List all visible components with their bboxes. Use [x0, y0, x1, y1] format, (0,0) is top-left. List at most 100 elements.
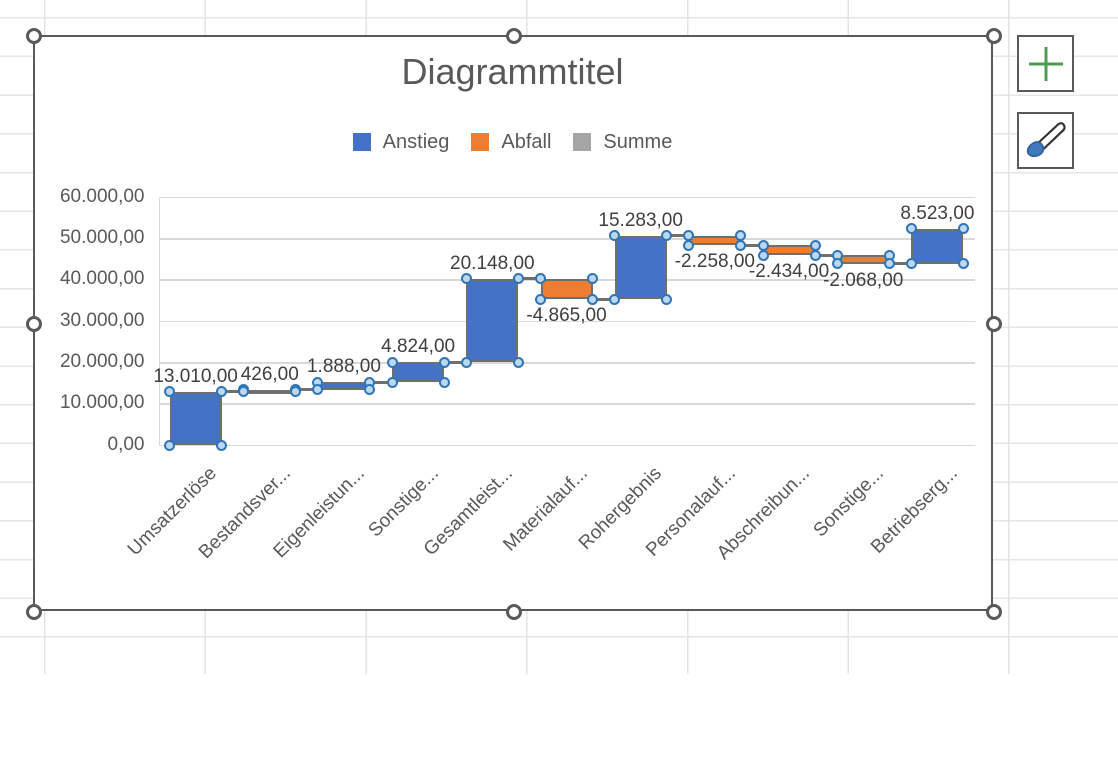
data-point-selection-handle[interactable] — [905, 223, 917, 235]
data-point-selection-handle[interactable] — [683, 239, 695, 251]
data-point-selection-handle[interactable] — [957, 258, 969, 270]
data-point-selection-handle[interactable] — [512, 356, 524, 368]
chart-resize-handle[interactable] — [985, 603, 1002, 620]
data-label: 4.824,00 — [381, 336, 456, 358]
plus-icon — [1028, 46, 1063, 81]
waterfall-bar-decrease[interactable] — [688, 235, 741, 246]
data-point-selection-handle[interactable] — [735, 239, 747, 251]
series-connector-line — [664, 234, 691, 238]
data-point-selection-handle[interactable] — [809, 239, 821, 251]
legend-swatch-increase-icon — [352, 133, 371, 151]
chart-styles-button[interactable] — [1017, 112, 1074, 169]
data-point-selection-handle[interactable] — [883, 258, 895, 270]
series-connector-line — [813, 253, 840, 257]
chart-resize-handle[interactable] — [25, 315, 42, 332]
waterfall-bar-increase[interactable] — [911, 228, 964, 264]
data-point-selection-handle[interactable] — [460, 273, 472, 285]
paintbrush-icon — [1026, 121, 1066, 157]
data-point-selection-handle[interactable] — [438, 376, 450, 388]
data-point-selection-handle[interactable] — [364, 384, 376, 396]
data-point-selection-handle[interactable] — [757, 249, 769, 261]
data-point-selection-handle[interactable] — [164, 440, 176, 451]
waterfall-bar-increase[interactable] — [392, 362, 445, 383]
series-connector-line — [367, 380, 395, 384]
data-point-selection-handle[interactable] — [535, 293, 546, 305]
waterfall-bar-increase[interactable] — [466, 278, 519, 363]
legend-label: Abfall — [501, 130, 552, 153]
data-label: 15.283,00 — [598, 209, 683, 231]
legend-item-summe[interactable]: Summe — [573, 131, 672, 154]
data-point-selection-handle[interactable] — [512, 273, 524, 285]
waterfall-bar-increase[interactable] — [614, 235, 667, 300]
data-point-selection-handle[interactable] — [535, 273, 546, 285]
chart-title[interactable]: Diagrammtitel — [401, 50, 624, 92]
data-label: 20.148,00 — [450, 252, 535, 274]
data-point-selection-handle[interactable] — [386, 376, 398, 388]
data-point-selection-handle[interactable] — [587, 293, 598, 305]
data-point-selection-handle[interactable] — [238, 386, 250, 398]
data-point-selection-handle[interactable] — [438, 356, 450, 368]
series-connector-line — [516, 277, 543, 281]
data-point-selection-handle[interactable] — [757, 239, 769, 251]
y-axis-tick-label: 60.000,00 — [59, 185, 145, 207]
data-point-selection-handle[interactable] — [661, 230, 673, 242]
series-connector-line — [887, 262, 914, 266]
data-point-selection-handle[interactable] — [216, 440, 228, 451]
data-point-selection-handle[interactable] — [216, 386, 228, 398]
chart-resize-handle[interactable] — [25, 603, 42, 620]
waterfall-bar-increase[interactable] — [169, 391, 222, 446]
y-gridline — [158, 444, 975, 447]
y-axis-line — [158, 197, 160, 446]
data-point-selection-handle[interactable] — [957, 223, 969, 235]
chart-resize-handle[interactable] — [505, 603, 522, 620]
data-label: -2.068,00 — [823, 269, 904, 291]
data-label: 8.523,00 — [900, 202, 975, 224]
y-axis-tick-label: 10.000,00 — [59, 392, 145, 414]
y-axis-tick-label: 20.000,00 — [59, 350, 145, 372]
data-label: 1.888,00 — [306, 356, 381, 378]
data-point-selection-handle[interactable] — [831, 258, 843, 270]
waterfall-bar-increase[interactable] — [243, 389, 296, 394]
chart-legend: Anstieg Abfall Summe — [33, 131, 993, 154]
y-gridline — [158, 362, 975, 364]
y-axis-tick-label: 0,00 — [107, 433, 145, 455]
series-connector-line — [219, 390, 246, 394]
data-label: -4.865,00 — [526, 305, 607, 327]
chart-resize-handle[interactable] — [505, 27, 522, 44]
chart-elements-button[interactable] — [1017, 35, 1074, 92]
y-gridline — [158, 196, 975, 199]
legend-item-abfall[interactable]: Abfall — [471, 131, 551, 154]
y-gridline — [158, 320, 975, 323]
chart-area[interactable]: Diagrammtitel Anstieg Abfall Summe 60.00… — [25, 27, 1002, 620]
series-connector-line — [738, 243, 766, 247]
data-point-selection-handle[interactable] — [809, 249, 821, 261]
y-gridline — [158, 403, 975, 405]
data-point-selection-handle[interactable] — [587, 273, 598, 285]
legend-swatch-decrease-icon — [471, 133, 490, 151]
series-connector-line — [590, 297, 617, 301]
data-point-selection-handle[interactable] — [460, 356, 472, 368]
series-connector-line — [442, 360, 469, 364]
legend-label: Anstieg — [382, 130, 450, 153]
legend-swatch-total-icon — [573, 133, 592, 151]
data-point-selection-handle[interactable] — [386, 356, 398, 368]
y-gridline — [158, 238, 975, 240]
waterfall-bar-decrease[interactable] — [540, 278, 593, 300]
chart-resize-handle[interactable] — [25, 27, 42, 44]
data-point-selection-handle[interactable] — [661, 293, 673, 305]
data-point-selection-handle[interactable] — [312, 384, 324, 396]
data-point-selection-handle[interactable] — [164, 386, 176, 398]
legend-item-anstieg[interactable]: Anstieg — [352, 130, 450, 154]
series-connector-line — [293, 388, 320, 392]
data-label: 426,00 — [240, 363, 299, 385]
y-axis-tick-label: 30.000,00 — [59, 309, 145, 331]
legend-label: Summe — [603, 130, 673, 153]
chart-resize-handle[interactable] — [985, 27, 1002, 44]
data-point-selection-handle[interactable] — [609, 230, 621, 242]
data-label: 13.010,00 — [153, 365, 238, 387]
data-point-selection-handle[interactable] — [290, 386, 302, 398]
data-point-selection-handle[interactable] — [609, 293, 621, 305]
chart-resize-handle[interactable] — [985, 315, 1002, 332]
data-label: -2.434,00 — [748, 261, 830, 283]
data-point-selection-handle[interactable] — [905, 258, 917, 270]
